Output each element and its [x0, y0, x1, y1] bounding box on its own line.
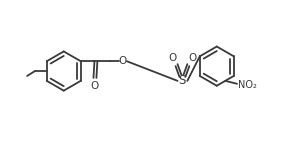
Text: O: O: [169, 53, 177, 63]
Text: S: S: [179, 74, 186, 87]
Text: O: O: [90, 81, 99, 91]
Text: O: O: [188, 53, 196, 63]
Text: O: O: [119, 56, 127, 66]
Text: NO₂: NO₂: [238, 80, 257, 90]
